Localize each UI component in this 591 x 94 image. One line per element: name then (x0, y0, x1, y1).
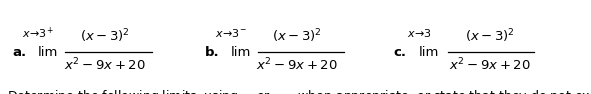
Text: $x^{2}-9x+20$: $x^{2}-9x+20$ (64, 57, 146, 73)
Text: $x\!\to\!3^{-}$: $x\!\to\!3^{-}$ (215, 27, 246, 39)
Text: lim: lim (231, 45, 251, 58)
Text: a.: a. (12, 45, 26, 58)
Text: b.: b. (205, 45, 220, 58)
Text: Determine the following limits, using $\infty$ or $-\infty$ when appropriate, or: Determine the following limits, using $\… (7, 88, 591, 94)
Text: $(x-3)^{2}$: $(x-3)^{2}$ (465, 27, 515, 45)
Text: $(x-3)^{2}$: $(x-3)^{2}$ (80, 27, 130, 45)
Text: $x^{2}-9x+20$: $x^{2}-9x+20$ (449, 57, 531, 73)
Text: c.: c. (393, 45, 406, 58)
Text: lim: lim (38, 45, 59, 58)
Text: lim: lim (419, 45, 439, 58)
Text: $x\!\to\!3$: $x\!\to\!3$ (407, 27, 432, 39)
Text: $x\!\to\!3^{+}$: $x\!\to\!3^{+}$ (22, 25, 54, 41)
Text: $(x-3)^{2}$: $(x-3)^{2}$ (272, 27, 322, 45)
Text: $x^{2}-9x+20$: $x^{2}-9x+20$ (256, 57, 338, 73)
